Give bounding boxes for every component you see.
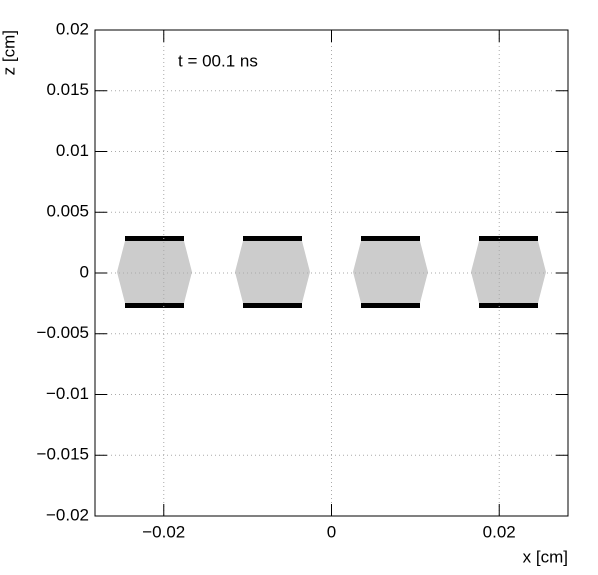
strip (243, 236, 302, 241)
y-tick-label: −0.005 (37, 323, 89, 342)
cell (117, 241, 192, 303)
x-tick-label: −0.02 (142, 522, 185, 541)
cell (471, 241, 546, 303)
annotation: t = 00.1 ns (178, 51, 258, 70)
x-tick-label: 0.02 (483, 522, 516, 541)
strip (361, 303, 420, 308)
strip (243, 303, 302, 308)
electrodes (117, 236, 546, 308)
strip (125, 303, 184, 308)
cell (353, 241, 428, 303)
strip (479, 303, 538, 308)
plot-frame (94, 29, 569, 517)
cell (235, 241, 310, 303)
x-tick-label: 0 (327, 522, 336, 541)
y-tick-label: −0.01 (46, 384, 89, 403)
strip (125, 236, 184, 241)
y-tick-label: −0.02 (46, 505, 89, 524)
y-tick-label: 0.015 (46, 80, 89, 99)
x-axis-label: x [cm] (523, 547, 568, 566)
drift-region (117, 241, 546, 303)
strip (361, 236, 420, 241)
y-tick-label: 0 (80, 262, 89, 281)
y-tick-label: −0.015 (37, 445, 89, 464)
strip (479, 236, 538, 241)
y-tick-label: 0.01 (56, 141, 89, 160)
y-tick-label: 0.02 (56, 19, 89, 38)
y-tick-label: 0.005 (46, 202, 89, 221)
y-axis-label: z [cm] (0, 30, 18, 75)
strips (125, 236, 538, 308)
